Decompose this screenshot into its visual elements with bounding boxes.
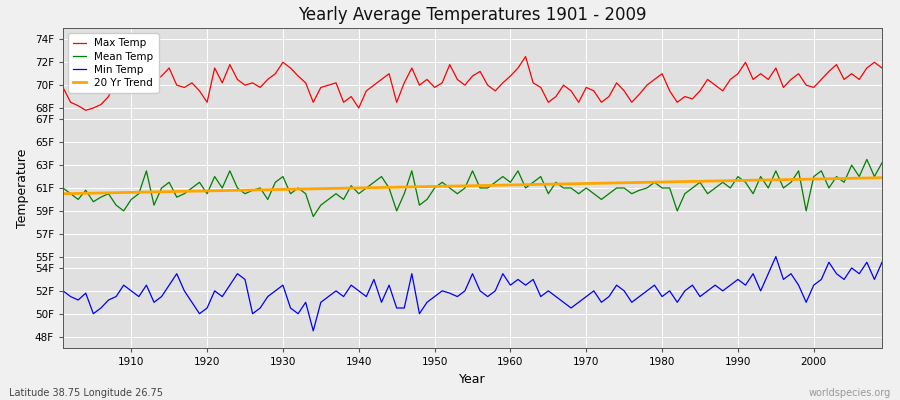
- 20 Yr Trend: [498, 183, 508, 188]
- Max Temp: [338, 100, 349, 105]
- Min Temp: [285, 306, 296, 310]
- 20 Yr Trend: [877, 175, 887, 180]
- 20 Yr Trend: [58, 191, 68, 196]
- X-axis label: Year: Year: [459, 372, 486, 386]
- Mean Temp: [308, 214, 319, 219]
- Min Temp: [338, 294, 349, 299]
- Min Temp: [118, 283, 129, 288]
- Max Temp: [58, 85, 68, 90]
- Max Temp: [505, 74, 516, 78]
- Legend: Max Temp, Mean Temp, Min Temp, 20 Yr Trend: Max Temp, Mean Temp, Min Temp, 20 Yr Tre…: [68, 33, 158, 93]
- Mean Temp: [877, 160, 887, 165]
- Mean Temp: [513, 168, 524, 173]
- 20 Yr Trend: [596, 181, 607, 186]
- Max Temp: [292, 74, 303, 78]
- Text: Latitude 38.75 Longitude 26.75: Latitude 38.75 Longitude 26.75: [9, 388, 163, 398]
- Max Temp: [80, 108, 91, 113]
- Max Temp: [126, 74, 137, 78]
- Text: worldspecies.org: worldspecies.org: [809, 388, 891, 398]
- Min Temp: [604, 294, 615, 299]
- Min Temp: [58, 288, 68, 293]
- Line: Mean Temp: Mean Temp: [63, 160, 882, 216]
- Y-axis label: Temperature: Temperature: [16, 148, 30, 228]
- Min Temp: [513, 277, 524, 282]
- Mean Temp: [604, 191, 615, 196]
- Max Temp: [520, 54, 531, 59]
- Max Temp: [611, 80, 622, 85]
- Mean Temp: [861, 157, 872, 162]
- Min Temp: [877, 260, 887, 265]
- Mean Temp: [505, 180, 516, 185]
- Min Temp: [308, 328, 319, 333]
- Line: Max Temp: Max Temp: [63, 56, 882, 110]
- Line: 20 Yr Trend: 20 Yr Trend: [63, 178, 882, 194]
- 20 Yr Trend: [330, 186, 341, 191]
- Mean Temp: [285, 191, 296, 196]
- Line: Min Temp: Min Temp: [63, 256, 882, 331]
- Mean Temp: [338, 197, 349, 202]
- 20 Yr Trend: [285, 187, 296, 192]
- 20 Yr Trend: [505, 182, 516, 187]
- Min Temp: [505, 283, 516, 288]
- Title: Yearly Average Temperatures 1901 - 2009: Yearly Average Temperatures 1901 - 2009: [298, 6, 647, 24]
- Max Temp: [877, 66, 887, 70]
- Mean Temp: [118, 208, 129, 213]
- Mean Temp: [58, 186, 68, 190]
- 20 Yr Trend: [118, 190, 129, 195]
- Max Temp: [513, 66, 524, 70]
- Min Temp: [770, 254, 781, 259]
